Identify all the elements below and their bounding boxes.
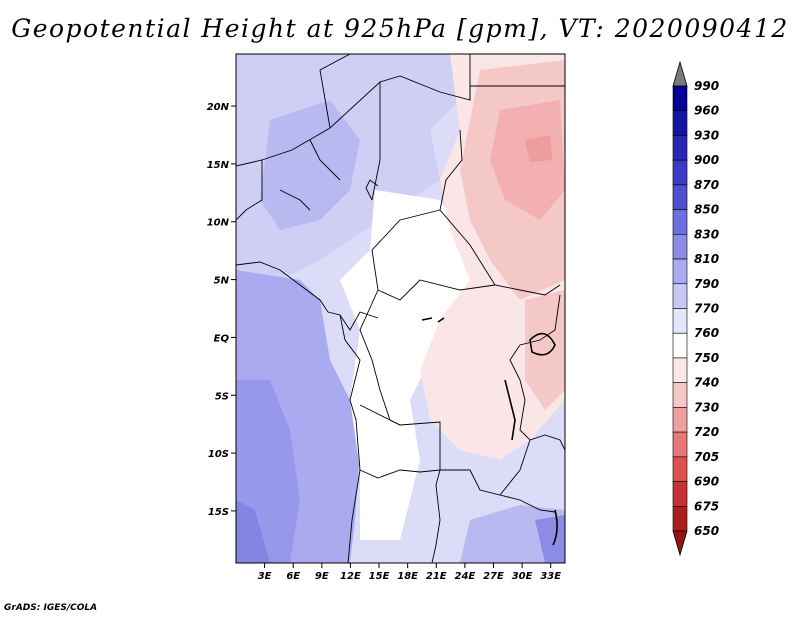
lat-tick-label: 10N bbox=[207, 218, 230, 229]
colorbar-label: 690 bbox=[694, 475, 719, 489]
map-frame bbox=[235, 53, 566, 564]
lon-tick-label: 15E bbox=[369, 571, 390, 582]
field-atlantic-sw bbox=[236, 500, 270, 563]
field-ethiopia-peak bbox=[525, 135, 552, 162]
colorbar: 990 960 930 900 870 850 830 810 790 770 760 750 740 7… bbox=[672, 60, 719, 557]
colorbar-label: 750 bbox=[694, 351, 719, 365]
colorbar-segment bbox=[672, 283, 688, 309]
colorbar-label: 870 bbox=[694, 178, 719, 192]
lat-tick-label: 15S bbox=[208, 507, 229, 518]
lakes bbox=[421, 317, 558, 546]
latitude-axis: 20N 15N 10N 5N EQ 5S 10S 15S bbox=[207, 102, 236, 518]
lat-tick-label: 15N bbox=[207, 160, 230, 171]
colorbar-label: 930 bbox=[694, 128, 719, 142]
lon-tick-label: 9E bbox=[315, 571, 329, 582]
colorbar-bottom-arrow bbox=[672, 530, 688, 557]
longitude-axis: 3E 6E 9E 12E 15E 18E 21E 24E 27E 30E 33E bbox=[258, 563, 561, 582]
lon-tick-label: 6E bbox=[286, 571, 300, 582]
colorbar-segment bbox=[672, 184, 688, 210]
lon-tick-label: 12E bbox=[340, 571, 361, 582]
lon-tick-label: 3E bbox=[258, 571, 272, 582]
lon-tick-label: 33E bbox=[540, 571, 561, 582]
colorbar-label: 770 bbox=[694, 302, 719, 316]
lat-tick-label: 5S bbox=[215, 391, 229, 402]
colorbar-label: 830 bbox=[694, 227, 719, 241]
colorbar-segment bbox=[672, 308, 688, 334]
lon-tick-label: 24E bbox=[454, 571, 475, 582]
field-congo-neutral bbox=[340, 190, 470, 540]
colorbar-segment bbox=[672, 209, 688, 235]
colorbar-segment bbox=[672, 505, 688, 532]
lon-tick-label: 27E bbox=[483, 571, 504, 582]
lat-tick-label: 5N bbox=[214, 276, 230, 287]
colorbar-segment bbox=[672, 456, 688, 482]
colorbar-segment bbox=[672, 357, 688, 383]
field-ethiopia-pink-dark bbox=[490, 100, 565, 220]
colorbar-segment bbox=[672, 407, 688, 433]
colorbar-label: 900 bbox=[694, 153, 719, 167]
lat-tick-label: 20N bbox=[207, 102, 230, 113]
colorbar-segment bbox=[672, 332, 688, 359]
colorbar-label: 740 bbox=[694, 376, 719, 390]
field-sahel-patch bbox=[260, 100, 360, 230]
colorbar-label: 650 bbox=[694, 524, 719, 538]
lake-tanganyika bbox=[504, 379, 516, 441]
colorbar-label: 705 bbox=[694, 450, 719, 464]
grads-credit: GrADS: IGES/COLA bbox=[4, 603, 98, 613]
geopotential-field bbox=[236, 54, 565, 563]
colorbar-label: 810 bbox=[694, 252, 719, 266]
colorbar-label: 960 bbox=[694, 104, 719, 118]
map-title: Geopotential Height at 925hPa [gpm], VT:… bbox=[11, 14, 789, 43]
colorbar-segment bbox=[672, 135, 688, 161]
lat-tick-label: EQ bbox=[214, 333, 230, 344]
lake-victoria bbox=[529, 332, 556, 356]
colorbar-label: 990 bbox=[694, 79, 719, 93]
lon-tick-label: 30E bbox=[512, 571, 533, 582]
colorbar-segment bbox=[672, 382, 688, 408]
colorbar-segment bbox=[672, 110, 688, 136]
colorbar-segment bbox=[672, 258, 688, 285]
colorbar-label: 720 bbox=[694, 425, 719, 439]
field-great-lakes-pink bbox=[525, 290, 565, 410]
lon-tick-label: 21E bbox=[426, 571, 447, 582]
lake-malawi bbox=[552, 509, 558, 546]
colorbar-label: 850 bbox=[694, 203, 719, 217]
colorbar-label: 790 bbox=[694, 277, 719, 291]
colorbar-label: 730 bbox=[694, 400, 719, 414]
colorbar-label: 675 bbox=[694, 499, 719, 513]
colorbar-segment bbox=[672, 85, 688, 112]
colorbar-segment bbox=[672, 234, 688, 260]
colorbar-segment bbox=[672, 159, 688, 186]
colorbar-label: 760 bbox=[694, 326, 719, 340]
lat-tick-label: 10S bbox=[208, 449, 229, 460]
lake-small bbox=[421, 317, 445, 323]
country-borders bbox=[236, 54, 565, 563]
colorbar-segment bbox=[672, 431, 688, 458]
colorbar-top-arrow bbox=[672, 60, 688, 87]
colorbar-segment bbox=[672, 481, 688, 507]
lon-tick-label: 18E bbox=[397, 571, 418, 582]
